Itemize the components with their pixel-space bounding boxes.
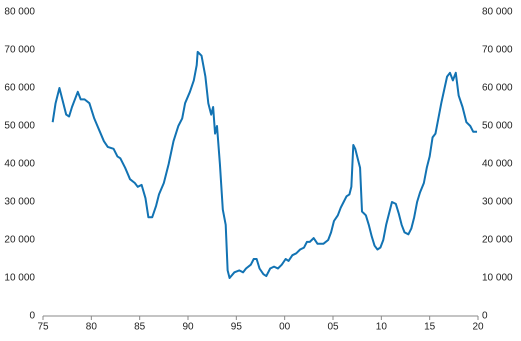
y2-tick-label: 80 000 — [482, 7, 513, 18]
y-tick-label: 50 000 — [4, 121, 35, 132]
x-tick-label: 95 — [231, 322, 243, 333]
y2-tick-label: 60 000 — [482, 83, 513, 94]
y2-tick-label: 40 000 — [482, 159, 513, 170]
y-tick-label: 20 000 — [4, 235, 35, 246]
y2-tick-label: 70 000 — [482, 45, 513, 56]
y-tick-label: 0 — [29, 311, 35, 322]
y2-tick-label: 30 000 — [482, 197, 513, 208]
x-tick-label: 80 — [86, 322, 98, 333]
x-tick-label: 75 — [37, 322, 49, 333]
x-tick-label: 00 — [279, 322, 291, 333]
x-tick-label: 85 — [134, 322, 146, 333]
x-tick-label: 10 — [376, 322, 388, 333]
y2-tick-label: 20 000 — [482, 235, 513, 246]
x-tick-label: 15 — [424, 322, 436, 333]
line-series — [51, 50, 478, 279]
y-tick-label: 40 000 — [4, 159, 35, 170]
y2-tick-label: 10 000 — [482, 273, 513, 284]
y-tick-label: 30 000 — [4, 197, 35, 208]
y-tick-label: 80 000 — [4, 7, 35, 18]
y-tick-label: 60 000 — [4, 83, 35, 94]
x-tick-label: 90 — [182, 322, 194, 333]
y2-tick-label: 0 — [482, 311, 488, 322]
x-tick-label: 05 — [327, 322, 339, 333]
y2-tick-label: 50 000 — [482, 121, 513, 132]
y-tick-label: 10 000 — [4, 273, 35, 284]
x-tick-label: 20 — [472, 322, 484, 333]
y-tick-label: 70 000 — [4, 45, 35, 56]
